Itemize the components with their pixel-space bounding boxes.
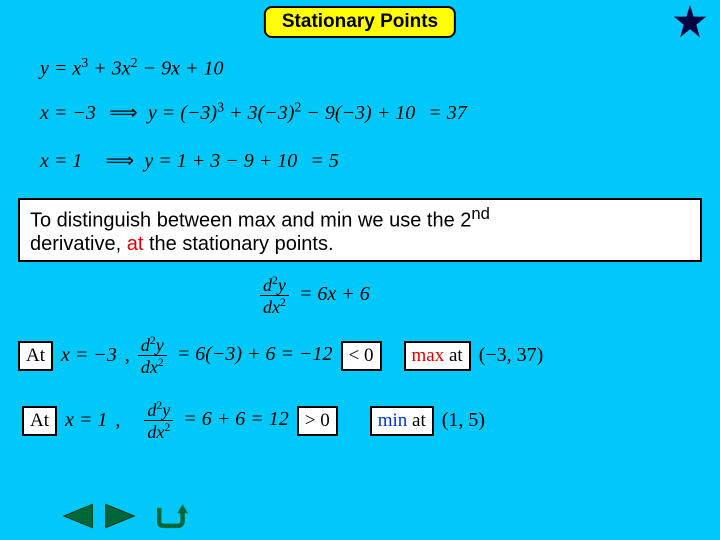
page-title: Stationary Points	[264, 6, 456, 38]
equation-main: y = x3 + 3x2 − 9x + 10	[40, 56, 224, 81]
at-label-1: At	[18, 341, 53, 371]
row2-deriv: d2ydx2 = 6 + 6 = 12	[144, 400, 288, 441]
row1-max-word: max	[412, 345, 445, 366]
row2-result-box: min at	[370, 406, 434, 436]
row2-compare: > 0	[297, 406, 338, 436]
explanation-textbox: To distinguish between max and min we us…	[18, 198, 702, 262]
row1-x: x = −3	[61, 344, 117, 367]
explanation-sup: nd	[471, 204, 490, 223]
at-label-2: At	[22, 406, 57, 436]
row2-point: (1, 5)	[442, 409, 485, 432]
row2-min-word: min	[378, 410, 408, 431]
row1-result-box: max at	[404, 341, 471, 371]
row2-at-word: at	[407, 410, 425, 431]
row2-comma: ,	[115, 409, 120, 432]
equation-x-1: x = 1 ⟹ y = 1 + 3 − 9 + 10 = 5	[40, 148, 339, 173]
equation-x-neg3: x = −3 ⟹ y = (−3)3 + 3(−3)2 − 9(−3) + 10…	[40, 100, 467, 125]
row1-compare: < 0	[341, 341, 382, 371]
row-max: At x = −3 , d2ydx2 = 6(−3) + 6 = −12 < 0…	[18, 335, 543, 376]
explanation-line1: To distinguish between max and min we us…	[30, 210, 471, 232]
row1-deriv: d2ydx2 = 6(−3) + 6 = −12	[138, 335, 333, 376]
explanation-line2a: derivative,	[30, 233, 127, 255]
row2-x: x = 1	[65, 409, 107, 432]
prev-button[interactable]	[60, 502, 96, 530]
row1-point: (−3, 37)	[479, 344, 544, 367]
second-derivative-formula: d2ydx2 = 6x + 6	[260, 275, 370, 316]
row1-at-word: at	[444, 345, 462, 366]
explanation-at: at	[127, 233, 144, 255]
star-icon	[672, 4, 708, 40]
next-button[interactable]	[102, 502, 138, 530]
row-min: At x = 1 , d2ydx2 = 6 + 6 = 12 > 0 min a…	[22, 400, 485, 441]
explanation-line2b: the stationary points.	[143, 233, 333, 255]
row1-comma: ,	[125, 344, 130, 367]
return-button[interactable]	[152, 502, 188, 530]
